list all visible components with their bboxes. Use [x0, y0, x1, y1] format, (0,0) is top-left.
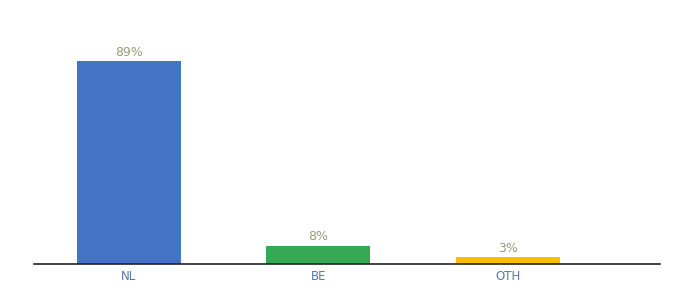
- Bar: [267, 246, 371, 264]
- Bar: [77, 61, 181, 264]
- Text: 8%: 8%: [308, 230, 328, 244]
- Text: 3%: 3%: [498, 242, 518, 255]
- Bar: [456, 257, 560, 264]
- Text: 89%: 89%: [115, 46, 143, 59]
